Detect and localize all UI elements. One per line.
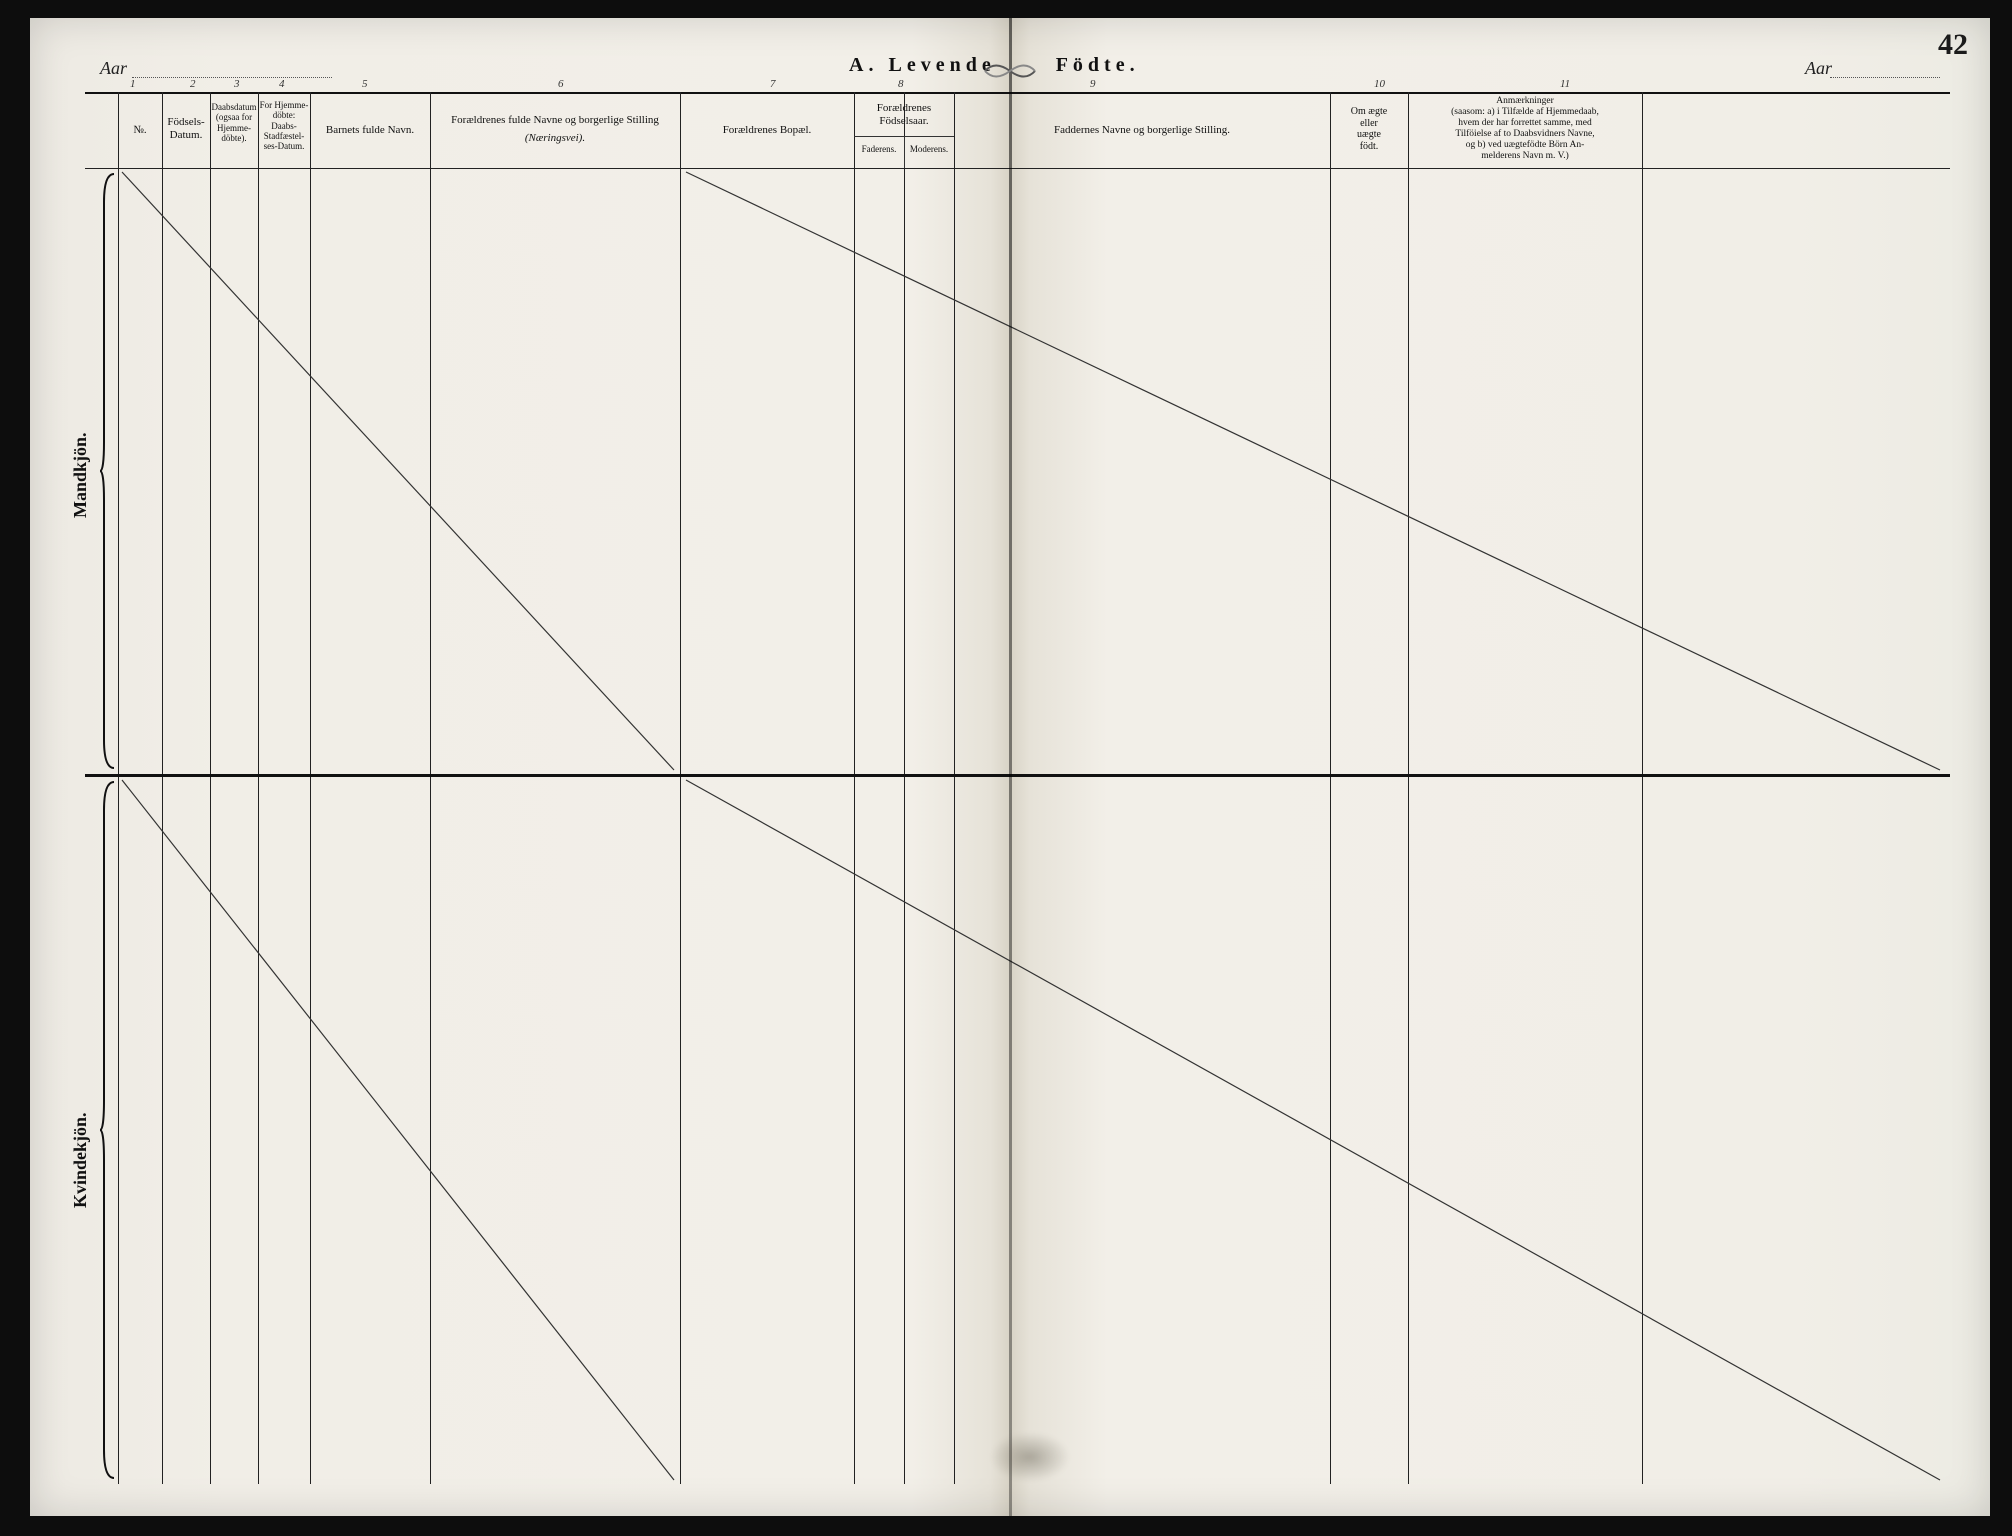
column-rule <box>1408 92 1409 1484</box>
book-frame: 42 Aar Aar A. Levende Födte. 1 2 3 4 5 6 7 8 9 10… <box>0 0 2012 1536</box>
col4-header: For Hjemme- döbte: Daabs- Stadfæstel- se… <box>258 100 310 152</box>
binder-clip-icon <box>980 60 1040 82</box>
column-number: 11 <box>1560 78 1570 90</box>
column-rule <box>854 92 855 1484</box>
column-number: 7 <box>770 78 776 90</box>
column-rule <box>310 92 311 1484</box>
page-number: 42 <box>1938 28 1968 62</box>
ledger-pages: 42 Aar Aar A. Levende Födte. 1 2 3 4 5 6 7 8 9 10… <box>30 18 1990 1516</box>
column-number: 9 <box>1090 78 1096 90</box>
male-brace <box>100 172 118 770</box>
column-number: 6 <box>558 78 564 90</box>
column-number: 8 <box>898 78 904 90</box>
year-underline-left <box>132 76 332 78</box>
column-number: 4 <box>279 78 285 90</box>
section-title-right: Födte. <box>1056 54 1140 76</box>
col10-header: Om ægte eller uægte födt. <box>1330 106 1408 152</box>
col6-header-line1: Forældrenes fulde Navne og borgerlige St… <box>430 114 680 127</box>
col8-header-top: Forældrenes Födselsaar. <box>854 102 954 127</box>
column-number: 10 <box>1374 78 1385 90</box>
mid-horizontal-rule <box>85 774 1950 777</box>
col8-header-right: Moderens. <box>904 144 954 154</box>
column-rule <box>1642 92 1643 1484</box>
year-underline-right <box>1830 76 1940 78</box>
column-number: 5 <box>362 78 368 90</box>
col2-header: Födsels- Datum. <box>162 116 210 141</box>
column-rule <box>162 92 163 1484</box>
col1-header: №. <box>118 124 162 137</box>
column-rule <box>954 92 955 1484</box>
column-rule <box>118 92 119 1484</box>
section-title-left: A. Levende <box>849 54 996 76</box>
column-rule <box>1330 92 1331 1484</box>
male-section-label: Mandkjön. <box>70 432 91 518</box>
col6-header-line2: (Næringsvei). <box>430 132 680 145</box>
column-number: 1 <box>130 78 136 90</box>
column-rule <box>904 92 905 1484</box>
column-rule <box>430 92 431 1484</box>
column-rule <box>680 92 681 1484</box>
column-number: 3 <box>234 78 240 90</box>
table-top-rule <box>85 92 1950 94</box>
col7-header: Forældrenes Bopæl. <box>680 124 854 137</box>
col5-header: Barnets fulde Navn. <box>310 124 430 137</box>
column-number: 2 <box>190 78 196 90</box>
col8-header-left: Faderens. <box>854 144 904 154</box>
book-spine <box>1009 18 1012 1516</box>
female-brace <box>100 780 118 1480</box>
column-rule <box>210 92 211 1484</box>
table-header-bottom-rule <box>85 168 1950 169</box>
col11-header: Anmærkninger (saasom: a) i Tilfælde af H… <box>1408 96 1642 162</box>
column-rule <box>258 92 259 1484</box>
year-label-left: Aar <box>100 58 127 79</box>
year-label-right: Aar <box>1805 58 1832 79</box>
paper-smudge <box>990 1432 1070 1482</box>
col3-header: Daabsdatum (ogsaa for Hjemme- döbte). <box>210 102 258 143</box>
female-section-label: Kvindekjön. <box>70 1112 91 1208</box>
